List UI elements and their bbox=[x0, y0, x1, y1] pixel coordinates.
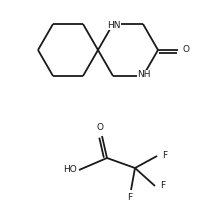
Text: F: F bbox=[128, 194, 132, 202]
Text: NH: NH bbox=[137, 71, 151, 79]
Text: O: O bbox=[183, 46, 190, 54]
Text: F: F bbox=[162, 151, 168, 161]
Text: O: O bbox=[97, 123, 104, 133]
Text: HN: HN bbox=[107, 21, 121, 30]
Text: F: F bbox=[160, 181, 166, 191]
Text: HO: HO bbox=[63, 166, 77, 174]
